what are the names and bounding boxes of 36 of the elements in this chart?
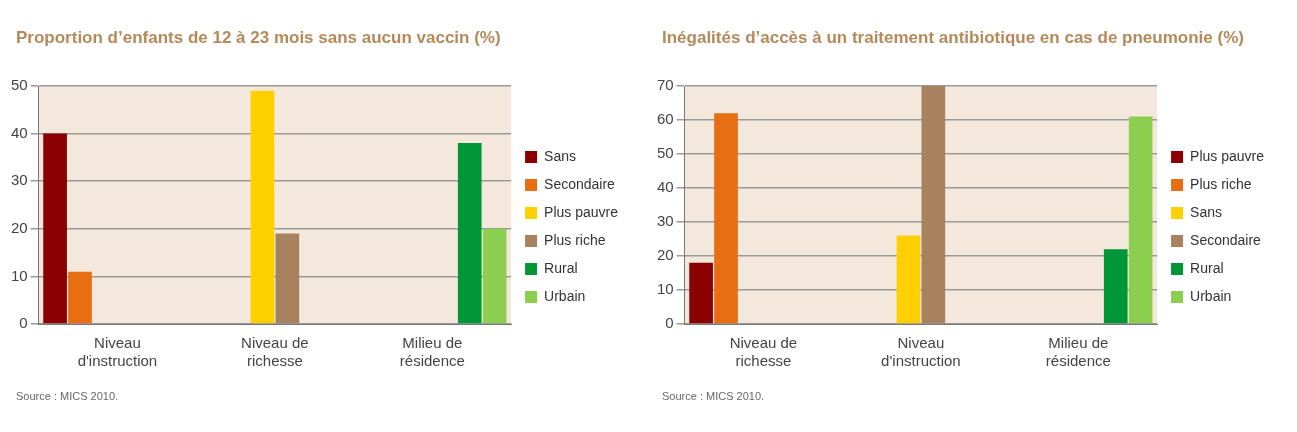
- x-tick-label: Milieu de résidence: [399, 334, 465, 370]
- y-tick-label: 50: [657, 144, 674, 162]
- y-tick-label: 30: [657, 212, 674, 230]
- legend-label: Plus riche: [544, 231, 606, 248]
- x-tick-label: Niveau de richesse: [729, 334, 798, 370]
- y-tick-label: 70: [657, 76, 674, 94]
- source-note: Source : MICS 2010.: [662, 390, 766, 402]
- legend-label: Sans: [544, 147, 576, 164]
- legend-label: Plus pauvre: [544, 203, 619, 220]
- y-tick-label: 0: [665, 314, 674, 332]
- y-tick-label: 10: [657, 280, 674, 298]
- y-tick-label: 0: [19, 314, 28, 332]
- legend-label: Sans: [1190, 203, 1222, 220]
- source-note: Source : MICS 2010.: [16, 390, 120, 402]
- x-tick-label: Milieu de résidence: [1045, 334, 1111, 370]
- legend-label: Urbain: [544, 287, 586, 304]
- legend-label: Plus pauvre: [1190, 147, 1265, 164]
- legend-label: Secondaire: [1190, 231, 1262, 248]
- y-tick-label: 60: [657, 110, 674, 128]
- y-tick-label: 20: [11, 218, 28, 236]
- legend-label: Secondaire: [544, 175, 616, 192]
- legend-label: Rural: [1190, 259, 1224, 276]
- chart-title: Inégalités d’accès à un traitement antibiotique en cas de pneumonie (%): [662, 28, 1245, 48]
- y-tick-label: 20: [657, 246, 674, 264]
- x-tick-label: Niveau d'instruction: [77, 334, 158, 370]
- y-tick-label: 40: [657, 178, 674, 196]
- chart-title: Proportion d’enfants de 12 à 23 mois sans aucun vaccin (%): [16, 28, 502, 48]
- legend-label: Plus riche: [1190, 175, 1252, 192]
- legend-label: Urbain: [1190, 287, 1232, 304]
- legend-label: Rural: [544, 259, 578, 276]
- y-tick-label: 10: [11, 266, 28, 284]
- x-tick-label: Niveau de richesse: [241, 334, 309, 370]
- x-tick-label: Niveau d'instruction: [881, 334, 961, 370]
- y-tick-label: 50: [11, 76, 28, 94]
- y-tick-label: 30: [11, 171, 28, 189]
- y-tick-label: 40: [11, 123, 28, 141]
